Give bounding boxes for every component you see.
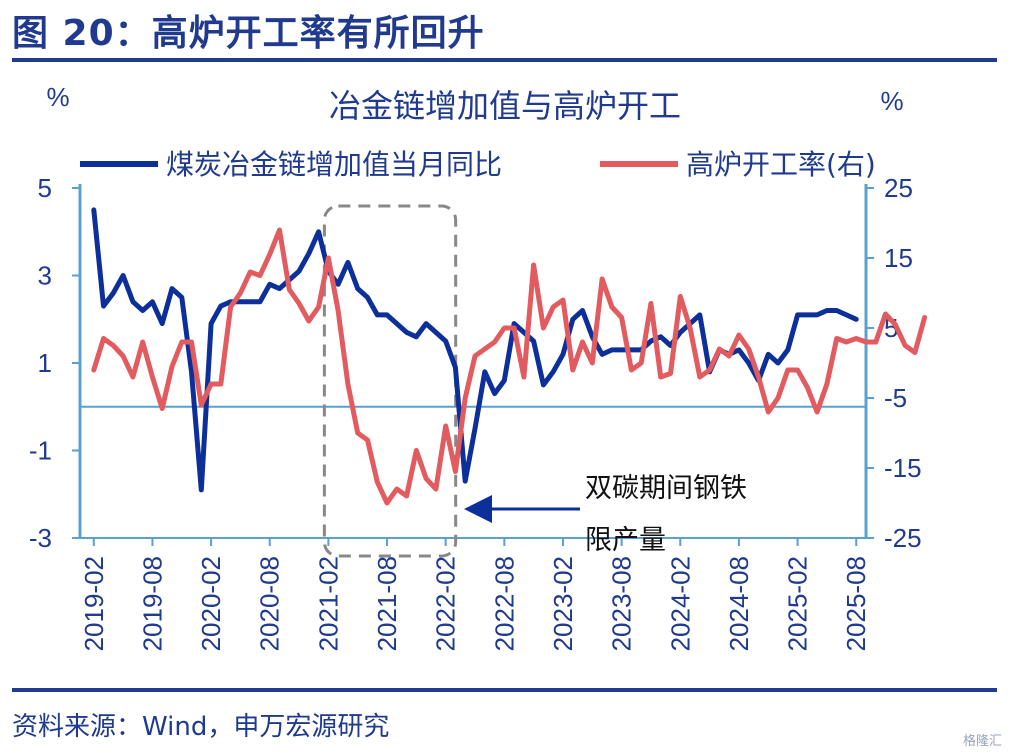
- annotation-text-line1: 双碳期间钢铁: [585, 473, 747, 504]
- figure-title: 图 20：高炉开工率有所回升: [12, 13, 485, 54]
- legend-label-coal: 煤炭冶金链增加值当月同比: [166, 148, 502, 181]
- x-tick-label: 2019-08: [137, 556, 167, 651]
- x-tick-label: 2024-02: [665, 556, 695, 651]
- right-tick-label: 25: [884, 173, 913, 203]
- x-tick-label: 2020-02: [196, 556, 226, 651]
- left-tick-label: 5: [38, 173, 52, 203]
- x-tick-label: 2024-08: [724, 556, 754, 651]
- x-tick-label: 2025-02: [783, 556, 813, 651]
- left-tick-label: -1: [29, 436, 52, 466]
- x-tick-label: 2023-02: [548, 556, 578, 651]
- source-rule: [12, 688, 997, 692]
- left-tick-label: 3: [38, 261, 52, 291]
- x-tick-label: 2023-08: [607, 556, 637, 651]
- x-tick-label: 2022-02: [431, 556, 461, 651]
- right-tick-label: 15: [884, 243, 913, 273]
- x-tick-label: 2020-08: [255, 556, 285, 651]
- right-tick-label: -5: [884, 383, 907, 413]
- highlight-box: [322, 204, 458, 558]
- x-tick-label: 2019-02: [79, 556, 109, 651]
- left-tick-label: 1: [38, 348, 52, 378]
- series-line-blast-furnace: [91, 227, 928, 506]
- annotation-arrow-head: [464, 495, 492, 523]
- right-axis-unit: %: [880, 86, 903, 116]
- annotation-text-line2: 限产量: [585, 525, 666, 556]
- annotation: 双碳期间钢铁 限产量: [464, 473, 747, 556]
- highlight-rect: [322, 204, 458, 558]
- left-tick-label: -3: [29, 523, 52, 553]
- watermark: 格隆汇: [962, 734, 1002, 749]
- chart-title: 冶金链增加值与高炉开工: [329, 87, 681, 125]
- x-tick-label: 2022-08: [489, 556, 519, 651]
- source-note: 资料来源：Wind，申万宏源研究: [12, 712, 390, 742]
- x-tick-label: 2021-02: [313, 556, 343, 651]
- legend-label-blast-furnace: 高炉开工率(右): [686, 148, 876, 181]
- x-tick-label: 2021-08: [372, 556, 402, 651]
- right-tick-label: -15: [884, 453, 922, 483]
- x-tick-label: 2025-08: [841, 556, 871, 651]
- title-rule: [12, 58, 997, 62]
- legend: 煤炭冶金链增加值当月同比 高炉开工率(右): [80, 148, 876, 181]
- series-lines: [91, 207, 928, 506]
- right-tick-label: -25: [884, 523, 922, 553]
- left-axis-unit: %: [46, 82, 69, 112]
- series-line-coal: [91, 207, 859, 493]
